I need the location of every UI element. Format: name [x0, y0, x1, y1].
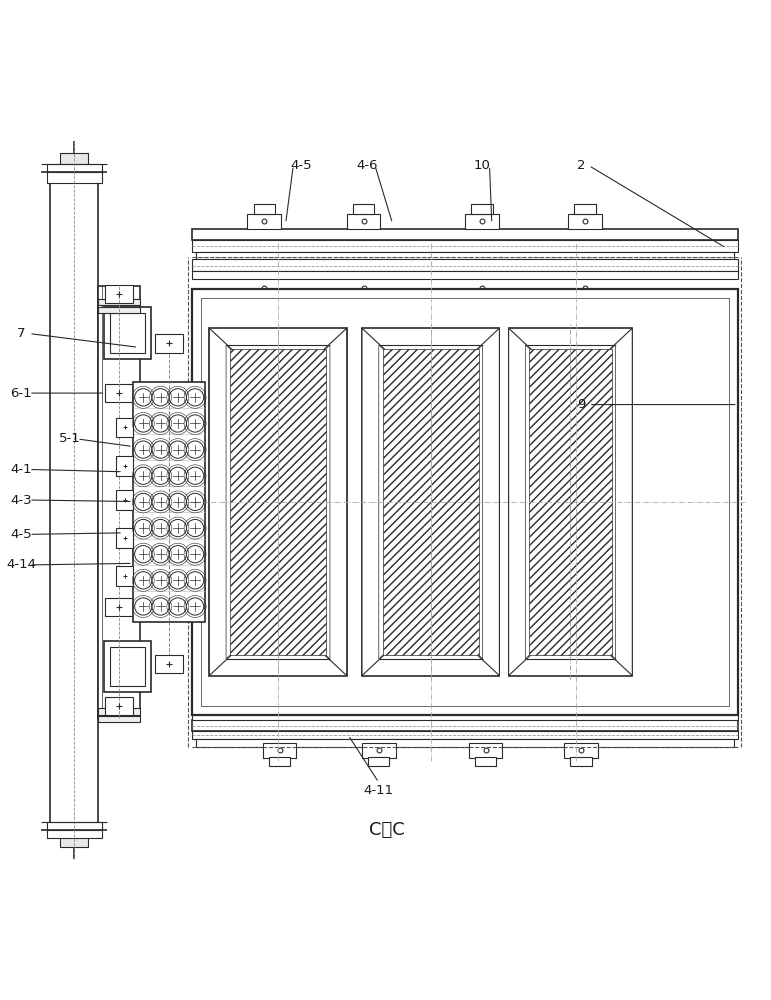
Bar — [106, 598, 133, 616]
Bar — [98, 307, 140, 313]
Bar — [509, 328, 632, 676]
Polygon shape — [362, 328, 385, 676]
Bar — [116, 528, 133, 548]
Bar — [469, 743, 503, 758]
Bar — [192, 731, 738, 739]
Bar — [368, 757, 389, 766]
Text: 4-11: 4-11 — [364, 784, 394, 797]
Bar — [133, 382, 205, 622]
Text: 4-5: 4-5 — [290, 159, 311, 172]
Bar — [116, 566, 133, 586]
Polygon shape — [324, 328, 347, 676]
Text: C－C: C－C — [369, 821, 404, 839]
Bar — [192, 259, 738, 271]
Bar — [46, 824, 102, 838]
Text: 10: 10 — [473, 159, 490, 172]
Bar — [209, 328, 347, 676]
Text: 4-14: 4-14 — [6, 558, 36, 571]
Bar — [475, 757, 497, 766]
Bar — [254, 204, 275, 214]
Bar — [529, 349, 611, 655]
Bar — [104, 641, 151, 692]
Bar — [46, 822, 102, 830]
Bar — [46, 169, 102, 183]
Text: 6-1: 6-1 — [11, 387, 32, 400]
Bar — [226, 345, 330, 659]
Bar — [110, 313, 145, 353]
Polygon shape — [525, 345, 541, 659]
Bar — [98, 286, 140, 718]
Text: 9: 9 — [577, 398, 585, 411]
Bar — [106, 697, 133, 715]
Bar — [574, 204, 596, 214]
Bar — [568, 214, 601, 229]
Bar — [110, 647, 145, 686]
Bar — [525, 345, 615, 659]
Bar — [60, 153, 89, 172]
Bar — [247, 214, 281, 229]
Bar — [106, 285, 133, 303]
Bar — [156, 334, 183, 353]
Polygon shape — [314, 345, 330, 659]
Bar — [196, 252, 734, 259]
Polygon shape — [509, 328, 531, 676]
Bar — [98, 708, 140, 715]
Bar — [382, 349, 479, 655]
Text: 2: 2 — [577, 159, 585, 172]
Bar — [362, 743, 396, 758]
Polygon shape — [609, 328, 632, 676]
Bar — [192, 711, 738, 720]
Bar — [353, 204, 374, 214]
Bar — [106, 384, 133, 402]
Bar — [196, 739, 734, 747]
Text: 4-6: 4-6 — [356, 159, 378, 172]
Bar — [347, 214, 380, 229]
Bar — [116, 456, 133, 476]
Bar — [60, 828, 89, 847]
Bar — [263, 743, 296, 758]
Bar — [192, 240, 738, 252]
Text: 7: 7 — [17, 327, 25, 340]
Bar — [465, 214, 499, 229]
Bar — [98, 299, 140, 305]
Bar — [116, 418, 133, 437]
Bar — [230, 349, 326, 655]
Bar — [571, 757, 592, 766]
Bar — [156, 655, 183, 673]
Text: 4-1: 4-1 — [11, 463, 32, 476]
Polygon shape — [600, 345, 615, 659]
Bar — [362, 328, 500, 676]
Bar — [192, 289, 738, 715]
Bar — [201, 298, 729, 706]
Bar — [471, 204, 493, 214]
Polygon shape — [379, 345, 395, 659]
Polygon shape — [226, 345, 242, 659]
Bar — [50, 172, 98, 828]
Bar — [379, 345, 483, 659]
Bar — [104, 307, 151, 359]
Bar — [98, 716, 140, 722]
Bar — [116, 490, 133, 510]
Bar — [269, 757, 290, 766]
Polygon shape — [476, 328, 500, 676]
Bar — [192, 229, 738, 240]
Bar — [564, 743, 598, 758]
Text: 5-1: 5-1 — [59, 432, 80, 445]
Polygon shape — [466, 345, 483, 659]
Bar — [46, 164, 102, 172]
Bar — [192, 720, 738, 731]
Polygon shape — [209, 328, 232, 676]
Text: 4-5: 4-5 — [11, 528, 32, 541]
Text: 4-3: 4-3 — [11, 493, 32, 506]
Bar — [192, 271, 738, 279]
